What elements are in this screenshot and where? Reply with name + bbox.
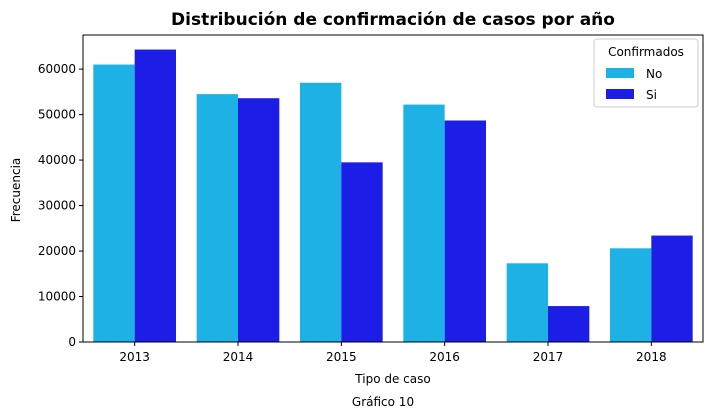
y-tick-label: 30000 (38, 199, 76, 213)
bar-no-2018 (610, 248, 652, 342)
y-tick-label: 20000 (38, 244, 76, 258)
bar-no-2015 (300, 82, 342, 342)
y-tick-label: 10000 (38, 290, 76, 304)
x-axis-label: Tipo de caso (354, 372, 430, 386)
y-axis-label: Frecuencia (9, 158, 23, 223)
bar-no-2013 (93, 64, 135, 343)
y-tick-label: 50000 (38, 108, 76, 122)
legend-swatch-si (606, 89, 634, 99)
bar-si-2017 (548, 306, 590, 342)
legend-label-si: Si (646, 88, 657, 102)
x-tick-label: 2014 (223, 350, 254, 364)
bar-no-2016 (403, 104, 445, 342)
legend-swatch-no (606, 68, 634, 78)
legend-title: Confirmados (608, 45, 684, 59)
axes-frame (82, 34, 704, 343)
legend-label-no: No (646, 67, 662, 81)
y-tick-label: 40000 (38, 153, 76, 167)
bar-si-2016 (444, 120, 486, 342)
y-tick-label: 0 (68, 335, 76, 349)
bar-no-2017 (506, 263, 548, 342)
bar-no-2014 (196, 94, 238, 343)
plot-area: 2013 2014 2015 2016 2017 2018 0 10000 20000 30000… (38, 34, 704, 364)
bar-si-2015 (341, 162, 383, 342)
y-tick-label: 60000 (38, 62, 76, 76)
x-tick-label: 2016 (429, 350, 460, 364)
bar-si-2018 (651, 235, 693, 342)
bar-si-2014 (238, 98, 280, 342)
figure-caption: Gráfico 10 (352, 395, 414, 409)
bar-si-2013 (134, 49, 176, 342)
x-tick-label: 2018 (636, 350, 667, 364)
x-tick-label: 2017 (533, 350, 564, 364)
chart-title: Distribución de confirmación de casos po… (171, 10, 615, 30)
x-tick-label: 2013 (119, 350, 150, 364)
legend: Confirmados No Si (593, 38, 699, 108)
x-tick-label: 2015 (326, 350, 357, 364)
